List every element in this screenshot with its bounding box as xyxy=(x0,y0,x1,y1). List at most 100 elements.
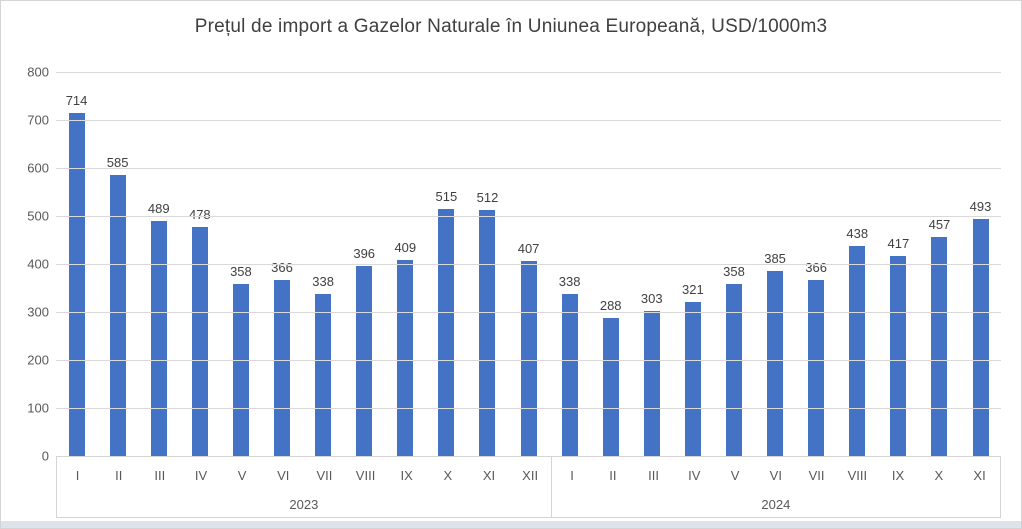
bar-value-label: 407 xyxy=(517,240,540,256)
bar xyxy=(397,259,414,456)
bar xyxy=(849,245,866,456)
bar-value-label: 358 xyxy=(230,264,252,280)
bar-cell: 303 xyxy=(631,72,672,456)
gridline xyxy=(56,263,1001,265)
bar xyxy=(725,284,742,456)
bar xyxy=(232,284,249,456)
y-axis: 0 100 200 300 400 500 600 700 800 xyxy=(1,66,49,463)
bar-value-label: 396 xyxy=(353,245,376,261)
bar-cell: 438 xyxy=(837,72,878,456)
y-tick-label: 0 xyxy=(41,448,49,464)
bar-group-2024: 338 288 303 321 358 385 366 438 417 457 493 xyxy=(549,72,1001,456)
bar-cell: 409 xyxy=(385,72,426,456)
bar-cell: 457 xyxy=(919,72,960,456)
month-tick-label: X xyxy=(934,467,944,483)
bar-value-label: 714 xyxy=(65,93,88,109)
bar-cell: 478 xyxy=(179,72,220,456)
month-tick-label: V xyxy=(237,467,247,483)
month-ticks-row: I II III IV V VI VII VIII IX X XI xyxy=(552,457,1000,493)
y-tick-label: 700 xyxy=(27,112,49,128)
bar xyxy=(274,280,291,456)
gridline xyxy=(56,311,1001,313)
month-tick-label: VII xyxy=(808,467,825,483)
month-tick-label: VIII xyxy=(847,467,868,483)
bar-value-label: 512 xyxy=(476,190,499,206)
bar xyxy=(767,271,784,456)
bar xyxy=(191,226,208,456)
chart-title: Prețul de import a Gazelor Naturale în U… xyxy=(194,16,828,37)
month-tick-label: III xyxy=(154,467,166,483)
bar xyxy=(68,113,85,456)
bar-cell: 512 xyxy=(467,72,508,456)
bar-value-label: 409 xyxy=(394,239,417,255)
month-tick-label: IX xyxy=(400,467,413,483)
bar-value-label: 478 xyxy=(188,206,211,222)
gridline xyxy=(56,215,1001,217)
bar-value-label: 366 xyxy=(805,260,828,276)
bar-value-label: 585 xyxy=(106,155,129,171)
y-tick-label: 800 xyxy=(27,64,49,80)
bottom-strip xyxy=(1,521,1021,528)
bar-value-label: 366 xyxy=(271,260,293,276)
bar-cell: 288 xyxy=(590,72,631,456)
bar-cell: 407 xyxy=(508,72,549,456)
month-tick-label: III xyxy=(648,467,659,483)
bar xyxy=(479,210,496,456)
bar xyxy=(972,219,989,456)
bar-value-label: 457 xyxy=(928,216,951,232)
gridline xyxy=(56,167,1001,169)
bar-value-label: 385 xyxy=(764,251,786,267)
month-tick-label: VI xyxy=(769,467,782,483)
year-label: 2024 xyxy=(761,497,791,512)
y-tick-label: 200 xyxy=(27,352,49,368)
bar-value-label: 288 xyxy=(599,297,622,313)
month-tick-label: XI xyxy=(973,467,986,483)
x-axis-group-2023: I II III IV V VI VII VIII IX X XI XII 2023 xyxy=(56,456,552,518)
plot-area: 714 585 489 478 358 366 338 396 409 515 512 407 338 2… xyxy=(56,71,1001,456)
month-tick-label: V xyxy=(730,467,740,483)
bar-cell: 515 xyxy=(426,72,467,456)
bar xyxy=(150,221,167,456)
month-tick-label: II xyxy=(609,467,617,483)
y-tick-label: 400 xyxy=(27,256,49,272)
year-label: 2023 xyxy=(289,497,319,512)
bar xyxy=(602,317,619,456)
x-axis: I II III IV V VI VII VIII IX X XI XII 2023 I II III IV V V… xyxy=(56,456,1001,518)
bar-cell: 358 xyxy=(220,72,261,456)
month-tick-label: I xyxy=(570,467,574,483)
bar-cell: 385 xyxy=(755,72,796,456)
bar-value-label: 338 xyxy=(312,273,334,289)
month-tick-label: XII xyxy=(522,467,539,483)
bar xyxy=(438,208,455,456)
bar-value-label: 303 xyxy=(640,290,663,306)
bar-value-label: 489 xyxy=(147,201,170,217)
x-axis-group-2024: I II III IV V VI VII VIII IX X XI 2024 xyxy=(550,456,1001,518)
month-tick-label: VIII xyxy=(355,467,376,483)
bar xyxy=(561,293,578,456)
month-tick-label: IV xyxy=(194,467,208,483)
month-tick-label: VI xyxy=(277,467,290,483)
bar-cell: 366 xyxy=(796,72,837,456)
bar-cell: 321 xyxy=(672,72,713,456)
y-tick-label: 600 xyxy=(27,160,49,176)
month-tick-label: VII xyxy=(316,467,333,483)
bar xyxy=(356,265,373,456)
bar-cell: 358 xyxy=(713,72,754,456)
bar-cell: 585 xyxy=(97,72,138,456)
bar-cell: 714 xyxy=(56,72,97,456)
bar-value-label: 338 xyxy=(558,273,581,289)
bar-value-label: 417 xyxy=(887,235,910,251)
y-tick-label: 500 xyxy=(27,208,49,224)
bar-value-label: 515 xyxy=(435,188,458,204)
bar-value-label: 358 xyxy=(723,264,745,280)
month-tick-label: XI xyxy=(482,467,496,483)
month-tick-label: I xyxy=(75,467,80,483)
bar xyxy=(808,280,825,456)
month-ticks-row: I II III IV V VI VII VIII IX X XI XII xyxy=(57,457,551,493)
bar-cell: 489 xyxy=(138,72,179,456)
bar-cell: 338 xyxy=(549,72,590,456)
gridline xyxy=(56,119,1001,121)
bar xyxy=(684,301,701,456)
gridline xyxy=(56,71,1001,73)
